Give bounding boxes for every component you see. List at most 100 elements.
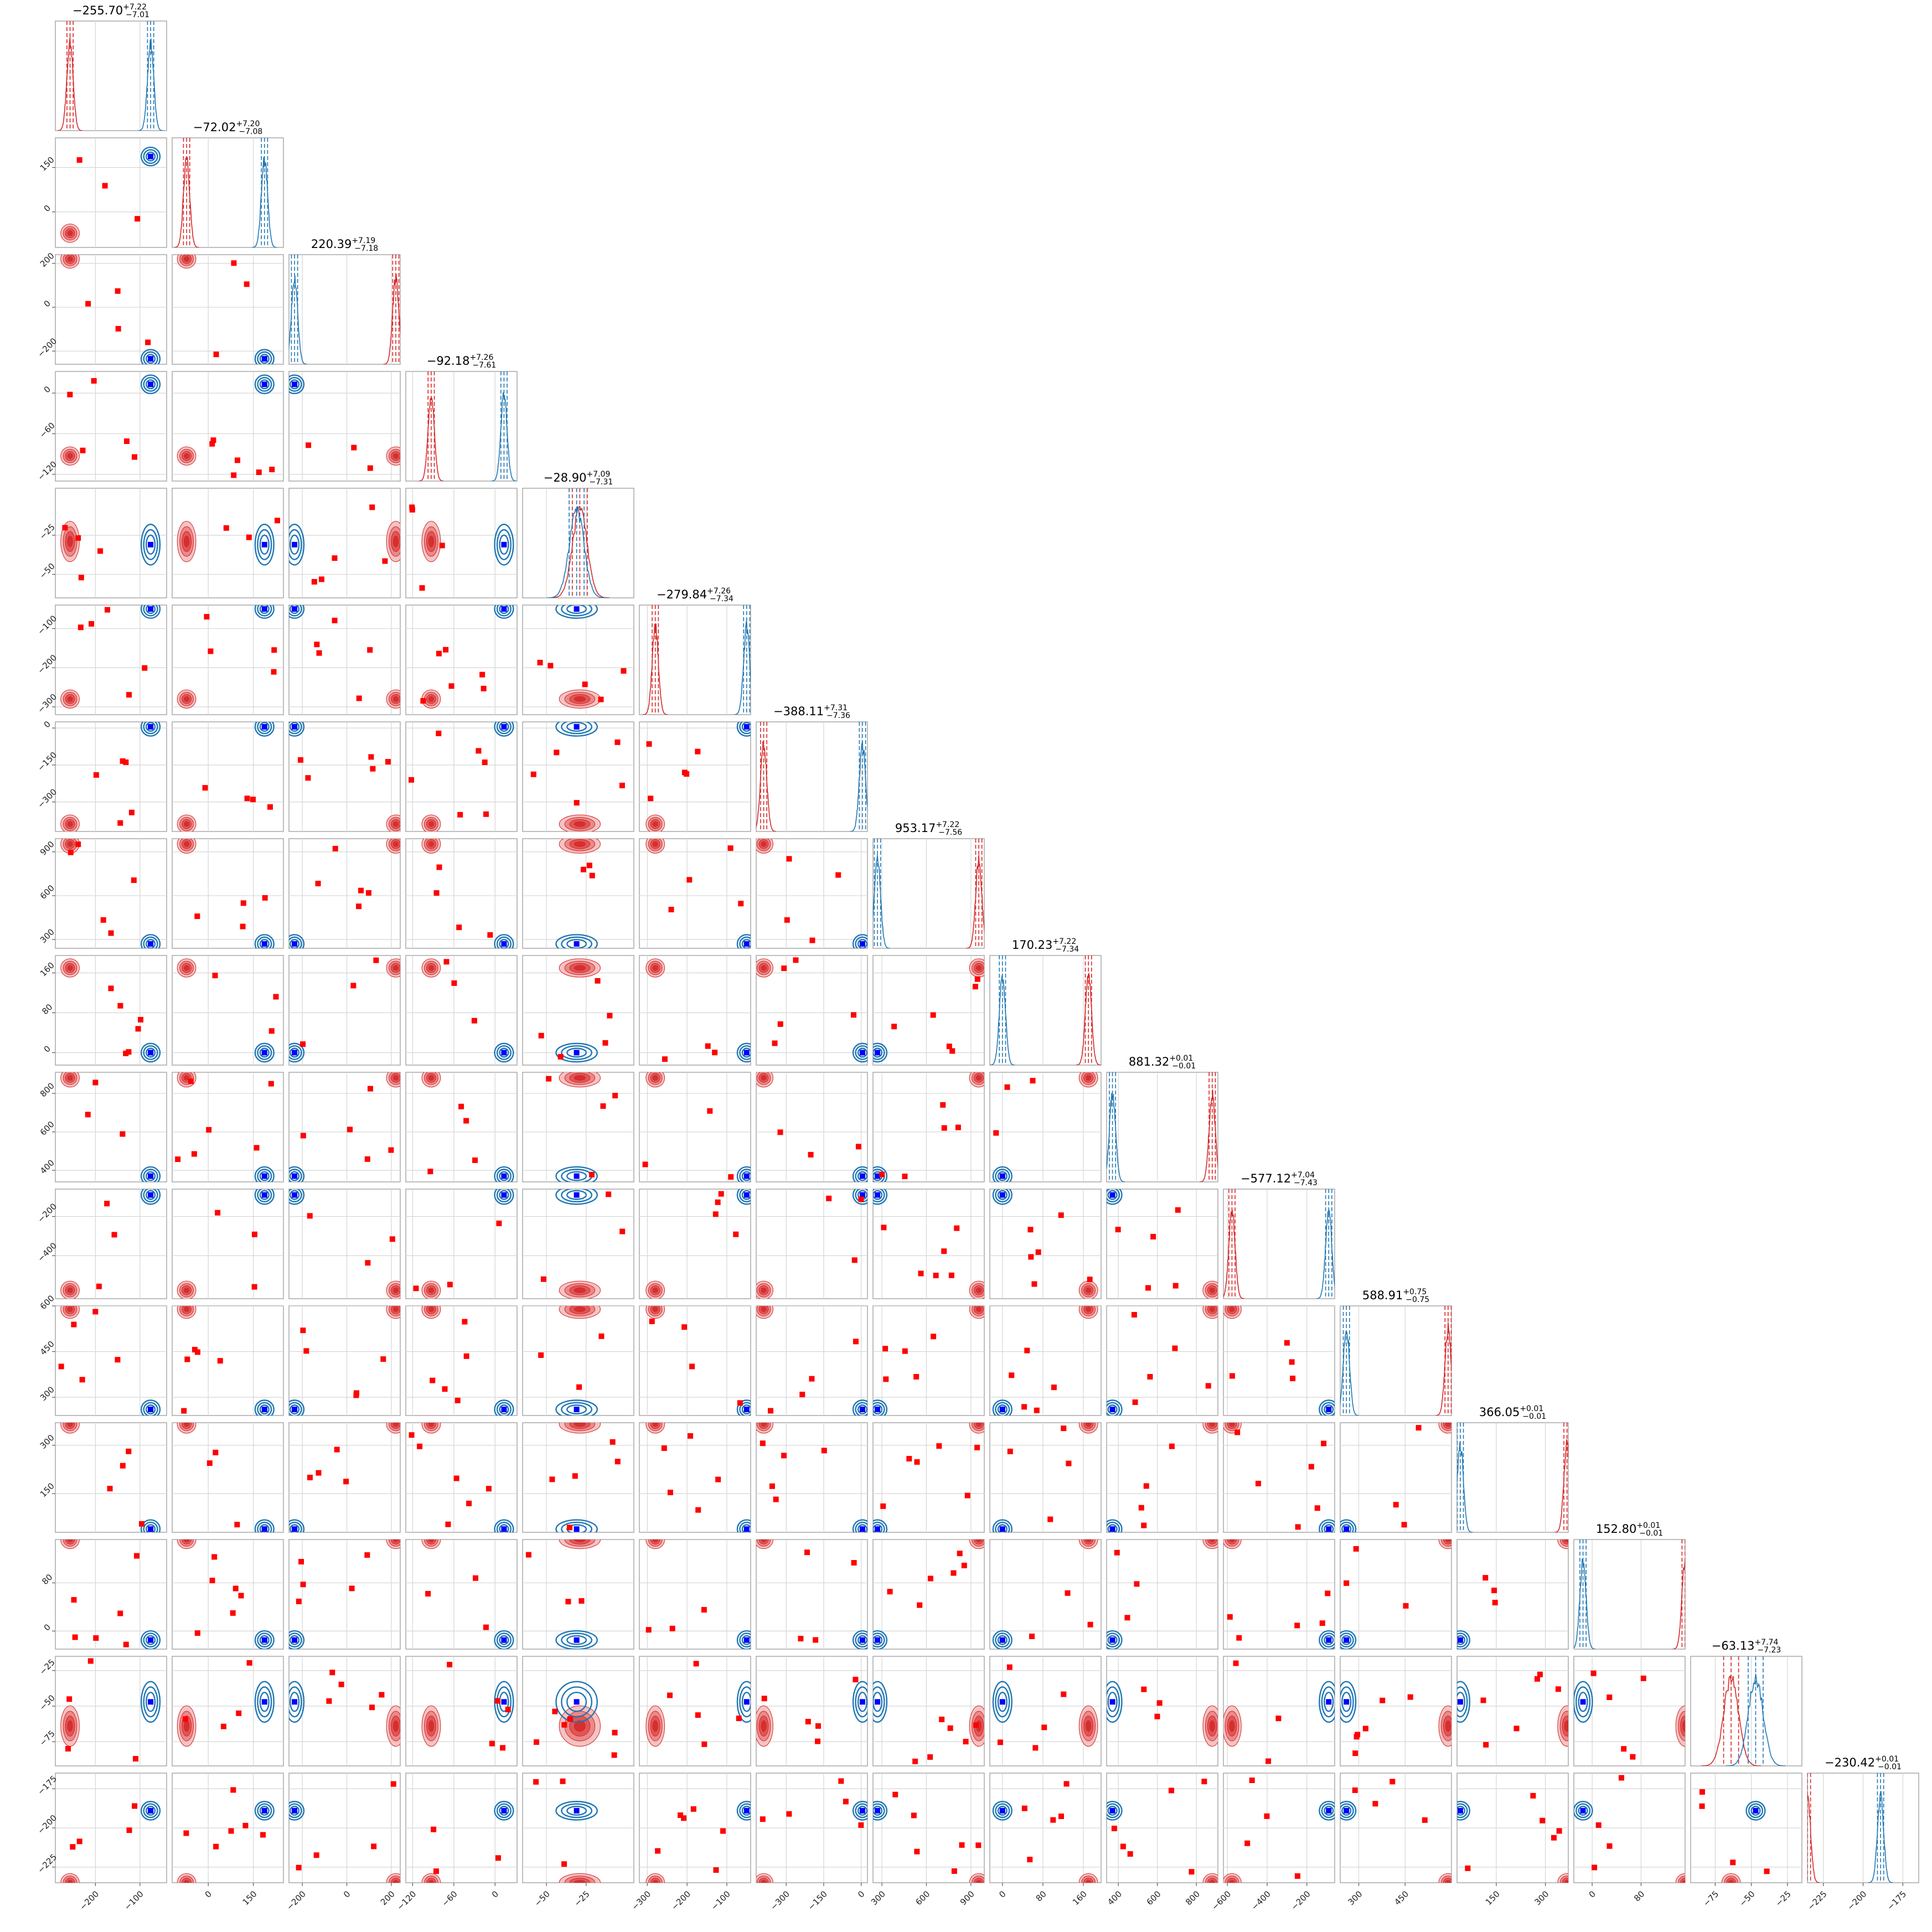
red-marker — [124, 438, 130, 444]
param-title-14: −63.13+7.74 −7.23 — [1712, 1638, 1781, 1655]
blue-marker — [744, 724, 750, 730]
panel-frame — [1340, 1540, 1451, 1649]
red-contour — [393, 1076, 398, 1081]
panel-8-3 — [406, 955, 517, 1065]
red-marker — [239, 1593, 244, 1598]
red-marker — [231, 472, 236, 478]
red-marker — [952, 1868, 957, 1874]
xtick-label: −225 — [1806, 1889, 1829, 1912]
red-marker — [101, 917, 106, 923]
red-marker — [388, 1148, 394, 1153]
red-marker — [808, 1152, 814, 1158]
red-marker — [479, 672, 485, 678]
panel-10-4 — [523, 1186, 634, 1299]
red-marker — [612, 1730, 618, 1735]
blue-marker — [292, 1192, 297, 1198]
red-marker — [1009, 1372, 1014, 1378]
blue-marker — [574, 1808, 580, 1814]
red-marker — [760, 1440, 766, 1446]
red-marker — [612, 1752, 617, 1758]
red-contour — [1210, 1881, 1215, 1885]
red-marker — [538, 1352, 544, 1358]
panel-frame — [1691, 1656, 1802, 1766]
red-contour — [1445, 1721, 1450, 1732]
red-marker — [367, 647, 373, 653]
red-marker — [356, 903, 361, 909]
red-marker — [541, 1277, 546, 1282]
blue-marker — [262, 1192, 267, 1198]
panel-13-11 — [1337, 1530, 1457, 1649]
ytick-label: 150 — [38, 1481, 56, 1499]
blue-marker — [1326, 1407, 1331, 1412]
red-marker — [250, 797, 256, 802]
panel-7-2 — [285, 835, 405, 953]
red-marker — [206, 1127, 211, 1133]
red-marker — [950, 1571, 956, 1576]
red-contour — [428, 1076, 433, 1081]
ytick-label: 300 — [38, 1433, 56, 1451]
blue-marker — [1458, 1699, 1463, 1704]
red-marker — [208, 648, 213, 654]
red-marker — [312, 579, 317, 585]
red-marker — [67, 392, 73, 397]
red-marker — [526, 1552, 531, 1558]
red-marker — [793, 957, 798, 963]
red-marker — [558, 1054, 564, 1060]
ytick-label: 80 — [40, 1572, 54, 1587]
red-contour — [1230, 1307, 1234, 1312]
xtick-label: −200 — [1289, 1889, 1313, 1912]
panel-15-7: 300 600 900 — [868, 1773, 988, 1907]
red-marker — [437, 865, 442, 870]
blue-marker — [1000, 1699, 1005, 1704]
blue-marker — [501, 724, 507, 730]
xtick-label: −150 — [806, 1889, 829, 1912]
panel-grid: −255.70+7.22 −7.010150−72.02+7.20 −7.08−20… — [35, 3, 1919, 1912]
red-marker — [691, 1806, 696, 1812]
red-marker — [75, 535, 81, 541]
red-marker — [838, 1778, 844, 1784]
red-marker — [572, 1473, 578, 1479]
red-contour — [428, 536, 433, 547]
red-marker — [815, 1739, 820, 1744]
red-marker — [781, 1453, 787, 1458]
red-marker — [733, 1232, 738, 1237]
red-marker — [1265, 1758, 1271, 1764]
red-marker — [210, 1578, 215, 1583]
red-marker — [567, 1716, 573, 1722]
panel-14-1 — [172, 1656, 283, 1766]
panel-frame — [289, 1189, 400, 1299]
red-marker — [851, 1012, 856, 1017]
red-contour — [1086, 1721, 1091, 1732]
red-marker — [689, 1363, 695, 1369]
xtick-label: 300 — [1346, 1889, 1364, 1907]
red-marker — [455, 1398, 461, 1403]
panel-frame — [756, 955, 867, 1065]
panel-3-1 — [172, 371, 283, 481]
red-contour — [184, 256, 189, 261]
blue-marker — [1000, 1174, 1005, 1179]
red-marker — [181, 1408, 187, 1414]
blue-marker — [1326, 1699, 1331, 1704]
panel-13-4 — [523, 1530, 634, 1649]
blue-marker — [1000, 1526, 1005, 1532]
red-marker — [1058, 1814, 1064, 1819]
red-marker — [965, 1493, 970, 1499]
panel-4-1 — [172, 488, 283, 598]
panel-15-9: 400 600 800 — [1103, 1773, 1222, 1907]
blue-marker — [501, 941, 507, 947]
title-value: −28.90 — [544, 471, 587, 484]
red-marker — [902, 1174, 907, 1179]
xtick-label: 400 — [1106, 1889, 1124, 1907]
red-marker — [233, 1585, 239, 1591]
red-marker — [587, 862, 592, 868]
red-marker — [420, 585, 425, 591]
red-marker — [1144, 1483, 1149, 1489]
panel-frame — [990, 955, 1101, 1065]
red-marker — [1408, 1695, 1413, 1700]
red-marker — [472, 1158, 478, 1163]
red-marker — [188, 1078, 194, 1084]
red-marker — [713, 1211, 719, 1217]
panel-frame — [1107, 1423, 1218, 1532]
red-marker — [371, 1843, 376, 1849]
